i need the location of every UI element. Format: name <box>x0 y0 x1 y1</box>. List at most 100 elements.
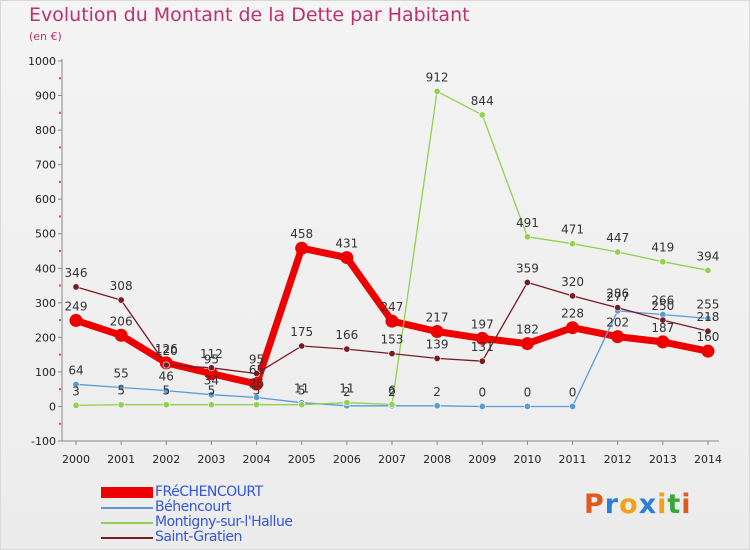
logo-letter: r <box>604 489 620 520</box>
data-point <box>117 401 125 409</box>
data-label: 5 <box>253 384 261 398</box>
data-label: 126 <box>155 342 178 356</box>
data-label: 55 <box>113 366 128 380</box>
x-tick-label: 2010 <box>513 453 541 466</box>
y-tick-label: 900 <box>35 90 56 103</box>
data-point <box>298 342 306 350</box>
x-tick-label: 2011 <box>559 453 587 466</box>
y-minor-tick <box>59 319 61 322</box>
data-label: 11 <box>294 382 309 396</box>
data-label: 359 <box>516 261 539 275</box>
data-label: 2 <box>433 385 441 399</box>
data-label: 153 <box>381 333 404 347</box>
data-label: 247 <box>381 300 404 314</box>
data-point <box>388 400 396 408</box>
data-label: 11 <box>339 382 354 396</box>
data-label: 197 <box>471 317 494 331</box>
data-point <box>385 314 399 328</box>
data-point <box>523 233 531 241</box>
data-point <box>388 350 396 358</box>
data-point <box>701 344 715 358</box>
data-label: 266 <box>651 294 674 308</box>
data-label: 139 <box>426 337 449 351</box>
data-label: 182 <box>516 323 539 337</box>
chart-unit-label: (en €) <box>29 30 62 43</box>
data-label: 277 <box>606 290 629 304</box>
data-label: 5 <box>117 384 125 398</box>
y-tick-label: 200 <box>35 331 56 344</box>
legend-label: Béhencourt <box>155 499 231 515</box>
data-point <box>478 402 486 410</box>
data-label: 844 <box>471 94 494 108</box>
data-label: 160 <box>697 330 720 344</box>
y-minor-tick <box>59 180 61 183</box>
data-point <box>69 313 83 327</box>
data-point <box>520 337 534 351</box>
legend-swatch <box>101 536 153 539</box>
logo-letter: i <box>681 489 692 520</box>
data-label: 175 <box>290 325 313 339</box>
data-point <box>298 401 306 409</box>
x-tick-label: 2014 <box>694 453 722 466</box>
data-label: 202 <box>606 316 629 330</box>
data-point <box>704 266 712 274</box>
logo-letter: o <box>619 489 639 520</box>
data-label: 65 <box>249 363 264 377</box>
data-label: 249 <box>65 299 88 313</box>
data-label: 112 <box>200 347 223 361</box>
y-minor-tick <box>59 250 61 252</box>
data-label: 471 <box>561 223 584 237</box>
proxiti-logo: Proxiti <box>584 489 692 520</box>
data-label: 206 <box>110 314 133 328</box>
y-tick-label: 1000 <box>28 55 56 68</box>
data-label: 346 <box>65 266 88 280</box>
data-label: 431 <box>335 237 358 251</box>
data-label: 34 <box>204 374 219 388</box>
data-point <box>162 401 170 409</box>
y-minor-tick <box>59 111 61 114</box>
y-minor-tick <box>59 284 61 287</box>
data-point <box>569 402 577 410</box>
data-label: 0 <box>524 385 532 399</box>
data-point <box>72 401 80 409</box>
data-label: 166 <box>335 328 358 342</box>
legend-label: FRéCHENCOURT <box>155 484 263 500</box>
data-point <box>343 399 351 407</box>
data-label: 491 <box>516 216 539 230</box>
data-label: 394 <box>697 249 720 263</box>
data-point <box>162 361 170 369</box>
data-label: 286 <box>606 287 629 301</box>
data-label: 5 <box>162 384 170 398</box>
legend-label: Saint-Gratien <box>155 529 242 545</box>
x-tick-label: 2012 <box>604 453 632 466</box>
data-point <box>253 401 261 409</box>
legend-item: Saint-Gratien <box>101 530 292 545</box>
y-tick-label: 500 <box>35 228 56 241</box>
data-label: 131 <box>471 340 494 354</box>
data-point <box>611 330 625 344</box>
x-tick-label: 2004 <box>243 453 271 466</box>
data-point <box>475 331 489 345</box>
legend-item: Béhencourt <box>101 500 292 515</box>
y-minor-tick <box>59 146 61 149</box>
y-tick-label: 600 <box>35 193 56 206</box>
data-label: 64 <box>68 363 83 377</box>
legend-item: Montigny-sur-l'Hallue <box>101 515 293 530</box>
data-label: 46 <box>159 370 174 384</box>
data-point <box>656 335 670 349</box>
data-label: 255 <box>697 297 720 311</box>
data-label: 308 <box>110 279 133 293</box>
data-point <box>478 111 486 119</box>
y-tick-label: 100 <box>35 366 56 379</box>
data-label: 187 <box>651 321 674 335</box>
x-tick-label: 2005 <box>288 453 316 466</box>
data-point <box>659 258 667 266</box>
data-label: 447 <box>606 231 629 245</box>
y-tick-label: 800 <box>35 124 56 137</box>
data-label: 0 <box>569 385 577 399</box>
y-tick-label: 700 <box>35 159 56 172</box>
y-minor-tick <box>59 388 61 391</box>
x-tick-label: 2009 <box>468 453 496 466</box>
data-label: 228 <box>561 307 584 321</box>
